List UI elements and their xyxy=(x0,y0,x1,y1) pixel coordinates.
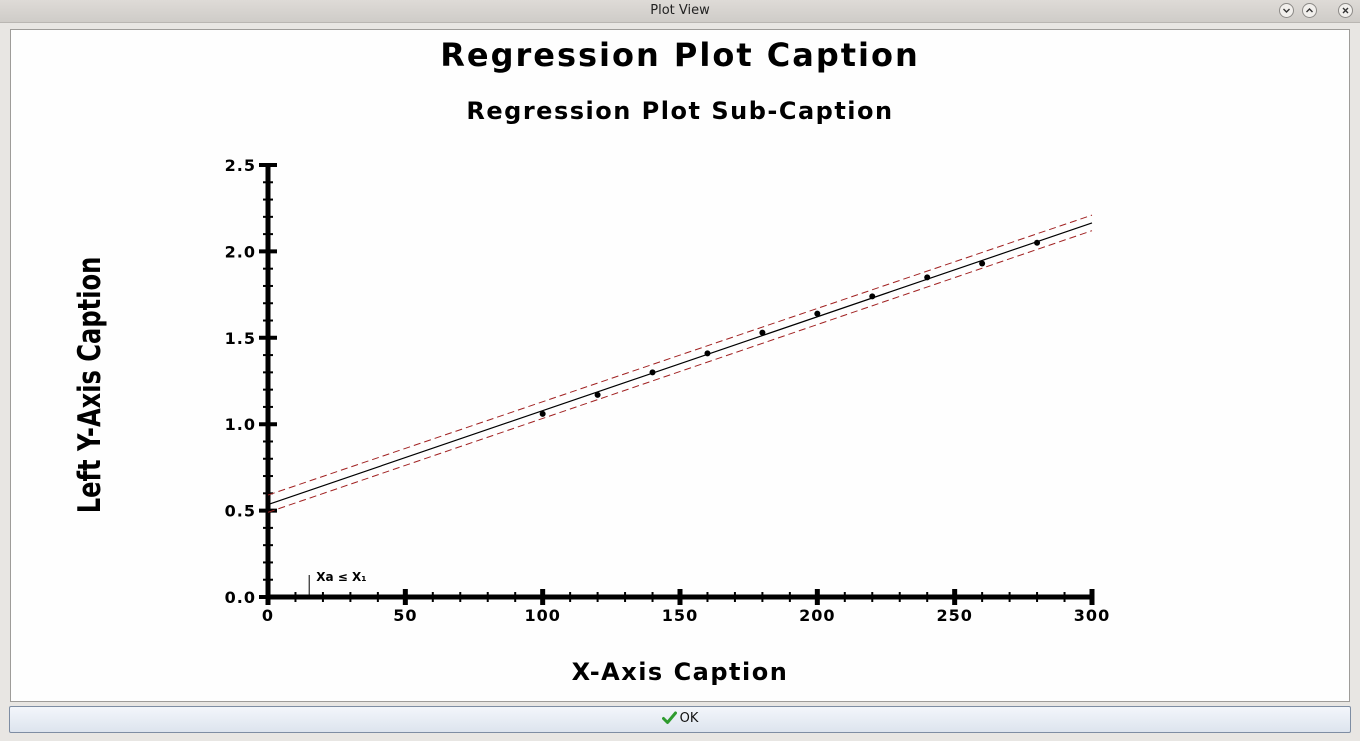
y-tick-label: 2.0 xyxy=(225,242,256,261)
confidence-lower-line xyxy=(267,230,1093,513)
data-point xyxy=(814,310,821,317)
axes: 0.0 0.5 1.0 1.5 2.0 2.5 0 50 100 150 200 250 300 xyxy=(225,156,1110,625)
data-point xyxy=(704,350,711,357)
x-tick-label: 150 xyxy=(662,606,698,625)
annotation-label: Xa ≤ X₁ xyxy=(316,570,366,584)
data-point xyxy=(649,369,656,376)
window-title: Plot View xyxy=(650,3,710,18)
minimize-button[interactable] xyxy=(1279,3,1294,18)
y-tick-label: 1.0 xyxy=(225,415,256,434)
ok-button[interactable]: OK xyxy=(9,706,1351,733)
y-tick-label: 0.5 xyxy=(225,502,256,521)
x-tick-label: 50 xyxy=(393,606,417,625)
x-tick-label: 0 xyxy=(262,606,274,625)
ok-button-content: OK xyxy=(10,711,1350,726)
ok-label: OK xyxy=(679,711,699,726)
series-layer xyxy=(267,214,1093,513)
y-axis-label: Left Y-Axis Caption xyxy=(71,257,108,514)
annotation-layer: Xa ≤ X₁ xyxy=(308,570,366,597)
x-tick-label: 300 xyxy=(1074,606,1110,625)
x-tick-label: 250 xyxy=(936,606,972,625)
window-titlebar: Plot View xyxy=(0,0,1360,23)
data-point xyxy=(594,391,601,398)
chart-subtitle: Regression Plot Sub-Caption xyxy=(466,97,893,125)
plot-area: Regression Plot Caption Regression Plot … xyxy=(10,29,1350,702)
regression-line xyxy=(267,222,1093,506)
checkmark-icon xyxy=(661,711,677,724)
data-point xyxy=(1034,239,1041,246)
x-tick-label: 100 xyxy=(524,606,560,625)
data-point xyxy=(869,293,876,300)
close-button[interactable] xyxy=(1338,3,1353,18)
regression-chart: Regression Plot Caption Regression Plot … xyxy=(71,36,1110,686)
data-point xyxy=(539,410,546,417)
chart-title: Regression Plot Caption xyxy=(440,36,920,74)
x-axis-label: X-Axis Caption xyxy=(572,658,789,686)
y-tick-label: 1.5 xyxy=(225,329,256,348)
data-point xyxy=(979,260,986,267)
maximize-button[interactable] xyxy=(1302,3,1317,18)
close-icon xyxy=(1342,7,1349,14)
x-tick-label: 200 xyxy=(799,606,835,625)
data-point xyxy=(924,274,931,281)
confidence-upper-line xyxy=(267,214,1093,496)
chevron-up-icon xyxy=(1306,8,1313,13)
chevron-down-icon xyxy=(1283,8,1290,13)
data-point xyxy=(759,329,766,336)
y-tick-label: 2.5 xyxy=(225,156,256,175)
y-tick-label: 0.0 xyxy=(225,588,256,607)
